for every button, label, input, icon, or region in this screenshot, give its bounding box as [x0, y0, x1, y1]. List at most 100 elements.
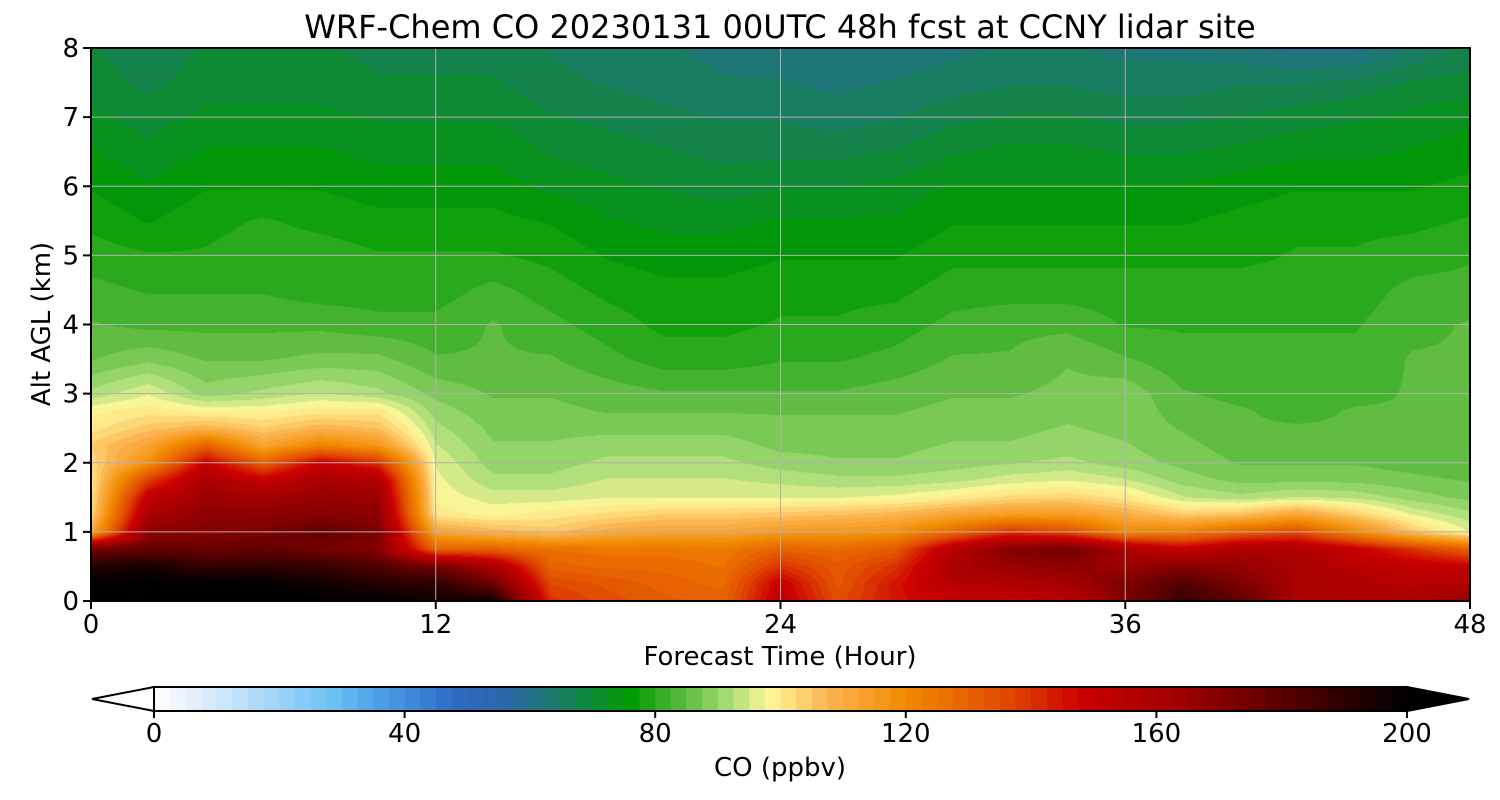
colorbar-segment	[388, 687, 406, 711]
colorbar-extend-low	[91, 685, 155, 713]
colorbar-segment	[1172, 687, 1189, 711]
y-tick-label: 8	[62, 34, 79, 64]
colorbar-segment	[326, 687, 343, 711]
colorbar-segment	[968, 687, 985, 711]
colorbar-segment	[796, 687, 813, 711]
colorbar-segment	[498, 687, 515, 711]
colorbar-segment	[827, 687, 844, 711]
chart-title: WRF-Chem CO 20230131 00UTC 48h fcst at C…	[304, 8, 1255, 46]
y-tick-label: 6	[62, 172, 79, 202]
colorbar-segment	[200, 687, 218, 711]
y-tick-label: 5	[62, 241, 79, 271]
colorbar-segment	[357, 687, 374, 711]
colorbar-segment	[1062, 687, 1079, 711]
colorbar-segment	[670, 687, 688, 711]
colorbar-tick-label: 200	[1382, 719, 1432, 749]
colorbar-segment	[576, 687, 594, 711]
colorbar-segment	[1234, 687, 1251, 711]
colorbar-frame	[153, 686, 1408, 712]
colorbar-segment	[561, 687, 578, 711]
colorbar-segment	[890, 687, 907, 711]
y-tick-label: 7	[62, 103, 79, 133]
colorbar-segment	[984, 687, 1001, 711]
colorbar-segment	[279, 687, 296, 711]
colorbar: 0 40 80 120 160 200 CO (ppbv)	[91, 685, 1470, 783]
colorbar-segment	[874, 687, 891, 711]
colorbar-segment	[702, 687, 719, 711]
colorbar-segment	[1046, 687, 1064, 711]
colorbar-segment	[529, 687, 547, 711]
y-tick-label: 0	[62, 587, 79, 617]
colorbar-segment	[232, 687, 249, 711]
colorbar-tick-label: 40	[388, 719, 421, 749]
colorbar-segment	[686, 687, 703, 711]
y-tick-label: 1	[62, 518, 79, 548]
colorbar-segment	[1328, 687, 1345, 711]
colorbar-segment	[937, 687, 954, 711]
colorbar-segment	[905, 687, 923, 711]
colorbar-segment	[1391, 687, 1408, 711]
colorbar-segment	[1156, 687, 1173, 711]
x-tick-label: 0	[83, 610, 100, 640]
colorbar-segment	[608, 687, 625, 711]
x-tick-label: 36	[1109, 610, 1142, 640]
x-tick-label: 48	[1453, 610, 1486, 640]
x-tick-label: 12	[419, 610, 452, 640]
colorbar-segment	[154, 687, 171, 711]
colorbar-label: CO (ppbv)	[714, 753, 846, 783]
colorbar-segment	[1219, 687, 1236, 711]
colorbar-segment	[921, 687, 938, 711]
colorbar-tick-label: 160	[1132, 719, 1182, 749]
colorbar-segment	[482, 687, 500, 711]
colorbar-segment	[1078, 687, 1095, 711]
colorbar-segment	[169, 687, 186, 711]
colorbar-segment	[952, 687, 970, 711]
colorbar-extend-high	[1406, 685, 1470, 713]
x-axis-ticks: 0 12 24 36 48	[83, 601, 1487, 640]
colorbar-segment	[1187, 687, 1204, 711]
colorbar-segment	[467, 687, 484, 711]
colorbar-ticks: 0 40 80 120 160 200	[146, 711, 1432, 749]
colorbar-segment	[341, 687, 359, 711]
colorbar-segment	[1109, 687, 1126, 711]
colorbar-segments	[154, 687, 1408, 711]
colorbar-segment	[733, 687, 750, 711]
colorbar-segment	[514, 687, 531, 711]
colorbar-segment	[1203, 687, 1220, 711]
colorbar-segment	[404, 687, 421, 711]
colorbar-segment	[247, 687, 265, 711]
colorbar-segment	[655, 687, 672, 711]
colorbar-segment	[780, 687, 797, 711]
colorbar-segment	[185, 687, 202, 711]
colorbar-segment	[811, 687, 829, 711]
colorbar-segment	[843, 687, 860, 711]
colorbar-segment	[639, 687, 656, 711]
colorbar-segment	[545, 687, 562, 711]
colorbar-segment	[1281, 687, 1298, 711]
colorbar-segment	[1344, 687, 1361, 711]
colorbar-tick-label: 0	[146, 719, 163, 749]
colorbar-segment	[749, 687, 766, 711]
colorbar-segment	[1250, 687, 1267, 711]
colorbar-tick-label: 80	[639, 719, 672, 749]
colorbar-segment	[1140, 687, 1157, 711]
colorbar-segment	[1360, 687, 1377, 711]
y-tick-label: 3	[62, 380, 79, 410]
colorbar-segment	[623, 687, 641, 711]
colorbar-segment	[592, 687, 609, 711]
colorbar-segment	[1375, 687, 1392, 711]
colorbar-segment	[1093, 687, 1111, 711]
colorbar-segment	[1297, 687, 1314, 711]
colorbar-segment	[263, 687, 280, 711]
x-tick-label: 24	[764, 610, 797, 640]
colorbar-segment	[310, 687, 327, 711]
colorbar-segment	[435, 687, 453, 711]
colorbar-segment	[294, 687, 312, 711]
colorbar-segment	[858, 687, 876, 711]
y-tick-label: 4	[62, 311, 79, 341]
colorbar-segment	[451, 687, 468, 711]
y-axis-label: Alt AGL (km)	[27, 242, 57, 406]
plot-area: 0 12 24 36 48 0 12 3 4 5 6 7 8	[62, 34, 1486, 640]
colorbar-segment	[1266, 687, 1283, 711]
